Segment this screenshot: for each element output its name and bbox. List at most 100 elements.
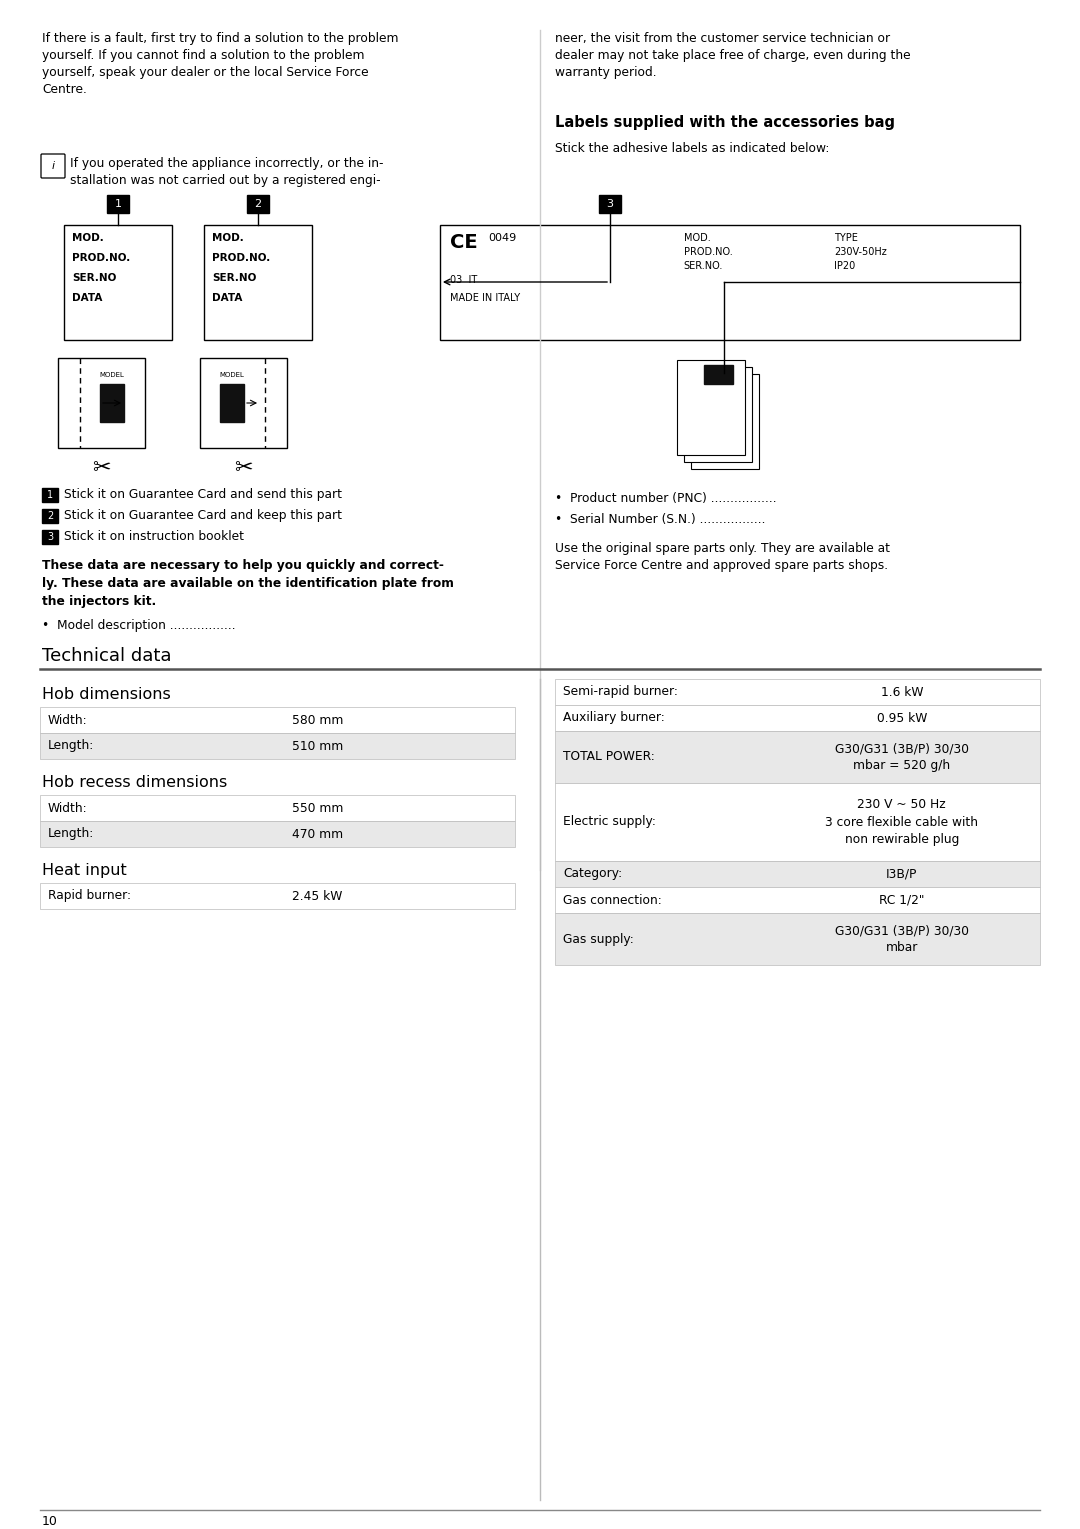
Text: 10: 10 [42, 1515, 58, 1527]
Bar [555, 679, 1040, 705]
Text: Width:: Width: [48, 801, 87, 815]
Text: MADE IN ITALY: MADE IN ITALY [450, 294, 521, 303]
Text: MOD.: MOD. [684, 232, 711, 243]
Text: DATA: DATA [212, 294, 242, 303]
Bar [555, 705, 1040, 731]
Text: Stick it on instruction booklet: Stick it on instruction booklet [64, 531, 244, 543]
Text: Labels supplied with the accessories bag: Labels supplied with the accessories bag [555, 115, 895, 130]
Text: CE: CE [450, 232, 477, 252]
Bar [64, 225, 172, 339]
Bar [555, 731, 1040, 783]
Bar [100, 384, 124, 422]
Bar [704, 365, 733, 384]
Text: 580 mm: 580 mm [292, 714, 343, 726]
Bar [40, 706, 515, 732]
Text: Length:: Length: [48, 740, 94, 752]
Text: Width:: Width: [48, 714, 87, 726]
Text: TOTAL POWER:: TOTAL POWER: [563, 751, 654, 763]
Text: SER.NO: SER.NO [72, 274, 117, 283]
Text: PROD.NO.: PROD.NO. [684, 248, 732, 257]
Text: Heat input: Heat input [42, 862, 126, 878]
Text: ✂: ✂ [233, 459, 253, 479]
Text: If there is a fault, first try to find a solution to the problem
yourself. If yo: If there is a fault, first try to find a… [42, 32, 399, 96]
Bar [204, 225, 312, 339]
Text: Gas supply:: Gas supply: [563, 933, 634, 945]
Text: Hob recess dimensions: Hob recess dimensions [42, 775, 227, 790]
Text: Technical data: Technical data [42, 647, 172, 665]
Text: 230V-50Hz: 230V-50Hz [835, 248, 887, 257]
Text: •  Serial Number (S.N.) .................: • Serial Number (S.N.) ................. [555, 514, 766, 526]
Text: 550 mm: 550 mm [292, 801, 343, 815]
Text: Electric supply:: Electric supply: [563, 815, 656, 829]
Text: DATA: DATA [72, 294, 103, 303]
Bar [40, 821, 515, 847]
Text: IP20: IP20 [835, 261, 855, 271]
Text: 03  IT: 03 IT [450, 275, 477, 284]
Text: PROD.NO.: PROD.NO. [72, 252, 131, 263]
Bar [40, 732, 515, 758]
Text: Stick it on Guarantee Card and keep this part: Stick it on Guarantee Card and keep this… [64, 509, 342, 521]
Text: i: i [52, 161, 55, 171]
Text: If you operated the appliance incorrectly, or the in-
stallation was not carried: If you operated the appliance incorrectl… [70, 157, 383, 187]
Bar [555, 887, 1040, 913]
Text: MODEL: MODEL [99, 372, 124, 378]
Text: •  Product number (PNC) .................: • Product number (PNC) ................. [555, 492, 777, 505]
Text: 2.45 kW: 2.45 kW [293, 890, 342, 902]
Bar [555, 861, 1040, 887]
Bar [677, 359, 745, 456]
Text: G30/G31 (3B/P) 30/30
mbar: G30/G31 (3B/P) 30/30 mbar [835, 924, 969, 954]
Text: the injectors kit.: the injectors kit. [42, 595, 157, 609]
Text: These data are necessary to help you quickly and correct-: These data are necessary to help you qui… [42, 560, 444, 572]
Text: Stick the adhesive labels as indicated below:: Stick the adhesive labels as indicated b… [555, 142, 829, 154]
Text: PROD.NO.: PROD.NO. [212, 252, 270, 263]
Text: RC 1/2": RC 1/2" [879, 893, 924, 907]
Text: MODEL: MODEL [219, 372, 244, 378]
Text: G30/G31 (3B/P) 30/30
mbar = 520 g/h: G30/G31 (3B/P) 30/30 mbar = 520 g/h [835, 742, 969, 772]
Text: ✂: ✂ [92, 459, 110, 479]
Text: SER.NO.: SER.NO. [684, 261, 723, 271]
Text: 3: 3 [46, 532, 53, 541]
Text: 0.95 kW: 0.95 kW [877, 711, 927, 725]
Bar [555, 913, 1040, 965]
Bar [58, 358, 145, 448]
Text: 230 V ~ 50 Hz
3 core flexible cable with
non rewirable plug: 230 V ~ 50 Hz 3 core flexible cable with… [825, 798, 978, 846]
Text: 470 mm: 470 mm [292, 827, 343, 841]
Text: Length:: Length: [48, 827, 94, 841]
Text: 0049: 0049 [488, 232, 516, 243]
Bar [599, 196, 621, 213]
Text: Rapid burner:: Rapid burner: [48, 890, 131, 902]
Text: Category:: Category: [563, 867, 622, 881]
Text: 1: 1 [114, 199, 121, 209]
Text: Hob dimensions: Hob dimensions [42, 687, 171, 702]
Bar [40, 795, 515, 821]
Bar [220, 384, 244, 422]
Bar [684, 367, 752, 462]
Bar [42, 531, 58, 544]
Text: •  Model description .................: • Model description ................. [42, 619, 235, 631]
Bar [440, 225, 1020, 339]
Bar [42, 488, 58, 502]
Text: 3: 3 [607, 199, 613, 209]
Text: Semi-rapid burner:: Semi-rapid burner: [563, 685, 678, 699]
Text: 2: 2 [46, 511, 53, 521]
Bar [42, 509, 58, 523]
Text: TYPE: TYPE [835, 232, 859, 243]
Text: 1.6 kW: 1.6 kW [880, 685, 923, 699]
Text: MOD.: MOD. [212, 232, 244, 243]
Bar [107, 196, 129, 213]
Bar [691, 375, 759, 469]
Bar [200, 358, 287, 448]
Text: MOD.: MOD. [72, 232, 104, 243]
Bar [247, 196, 269, 213]
Text: Gas connection:: Gas connection: [563, 893, 662, 907]
Bar [40, 884, 515, 910]
Text: Use the original spare parts only. They are available at
Service Force Centre an: Use the original spare parts only. They … [555, 541, 890, 572]
Text: 2: 2 [255, 199, 261, 209]
Text: neer, the visit from the customer service technician or
dealer may not take plac: neer, the visit from the customer servic… [555, 32, 910, 80]
Text: ly. These data are available on the identification plate from: ly. These data are available on the iden… [42, 576, 454, 590]
Text: I3B/P: I3B/P [886, 867, 918, 881]
Text: 510 mm: 510 mm [292, 740, 343, 752]
Bar [555, 783, 1040, 861]
FancyBboxPatch shape [41, 154, 65, 177]
Text: Stick it on Guarantee Card and send this part: Stick it on Guarantee Card and send this… [64, 488, 342, 502]
